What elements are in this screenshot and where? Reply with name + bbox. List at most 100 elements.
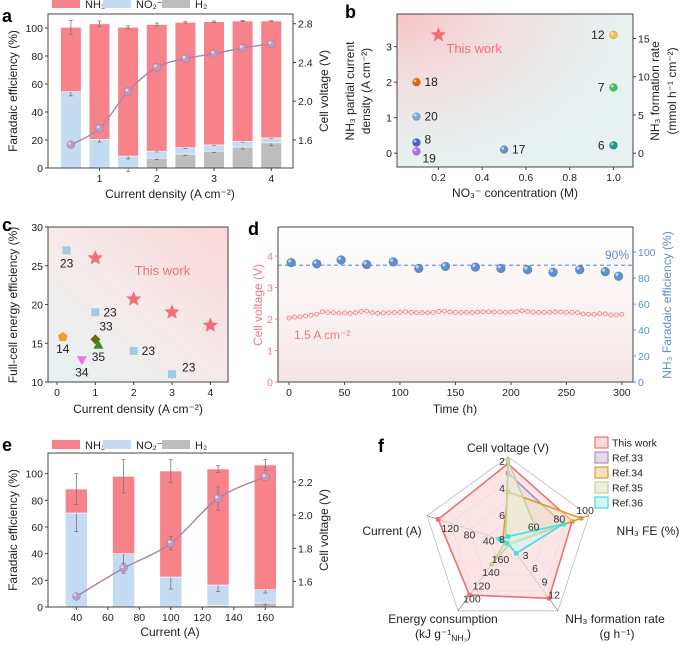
- point-label: 23: [182, 360, 196, 374]
- star-marker: [202, 317, 218, 332]
- voltage-point-highlight: [215, 495, 219, 499]
- star-marker: [164, 304, 180, 319]
- bar-segment-h2: [174, 153, 196, 169]
- voltage-point: [475, 309, 481, 315]
- bar-segment-nh3: [174, 22, 196, 149]
- y-tick-label: 100: [25, 469, 43, 481]
- radar-legend-swatch: [594, 466, 609, 479]
- radar-tick-label: 80: [554, 513, 566, 525]
- voltage-point-highlight: [73, 593, 77, 597]
- radar-legend-label: Ref.33: [612, 453, 643, 465]
- point-label: 23: [103, 305, 117, 319]
- radar-tick-label: 9: [542, 576, 548, 588]
- panel-label: d: [248, 219, 259, 239]
- legend-label: NO₂⁻: [136, 440, 163, 452]
- voltage-point: [580, 311, 586, 317]
- x-tick-label: 200: [502, 387, 520, 399]
- radar-legend-label: Ref.35: [612, 483, 643, 495]
- fe-point: [336, 255, 346, 265]
- y-tick-label: 0: [37, 602, 43, 614]
- reference-point: [412, 147, 421, 156]
- voltage-point: [525, 309, 530, 314]
- voltage-point: [541, 309, 547, 315]
- legend-label: H₂: [195, 440, 207, 452]
- square-marker: [129, 347, 138, 355]
- x-tick-label: 100: [162, 612, 180, 624]
- legend-swatch: [103, 0, 131, 8]
- y-tick-label: 60: [31, 79, 43, 91]
- voltage-point: [491, 309, 497, 315]
- voltage-point: [486, 309, 492, 315]
- fe-point-highlight: [524, 266, 528, 270]
- voltage-point: [66, 140, 76, 150]
- y-axis-label: Cell voltage (V): [251, 264, 265, 346]
- radar-tick-label: 2: [499, 456, 505, 468]
- radar-legend-swatch: [594, 451, 609, 464]
- point-label: 23: [142, 344, 156, 358]
- radar-tick-label: 8: [499, 534, 505, 546]
- y2-axis-label: (mmol h⁻¹ cm⁻²): [665, 47, 679, 134]
- voltage-point: [586, 311, 592, 317]
- y2-tick-label: 1.8: [298, 543, 313, 555]
- y-tick-label: 1: [267, 345, 273, 357]
- y2-tick-label: 1.6: [298, 135, 313, 147]
- x-axis-label: Time (h): [433, 402, 477, 416]
- current-density-label: 1.5 A cm⁻²: [294, 328, 350, 342]
- y2-axis-label: Cell voltage (V): [317, 489, 331, 571]
- radar-legend-swatch: [594, 436, 609, 449]
- x-tick-label: 3: [169, 387, 175, 399]
- y-axis-label: NH₃ partial current: [343, 41, 357, 141]
- voltage-point-highlight: [96, 125, 100, 129]
- y-tick-label: 40: [31, 107, 43, 119]
- voltage-point-highlight: [68, 141, 71, 145]
- x-tick-label: 120: [194, 612, 212, 624]
- y-tick-label: 20: [31, 135, 43, 147]
- y-tick-label: 60: [31, 522, 43, 534]
- voltage-point: [436, 309, 442, 314]
- voltage-point-highlight: [262, 474, 266, 477]
- bar-segment-nh3: [88, 23, 111, 140]
- square-marker: [62, 246, 71, 255]
- radar-point: [505, 534, 511, 539]
- voltage-point: [95, 124, 104, 133]
- radar-point: [489, 562, 495, 567]
- x-tick-label: 80: [133, 612, 145, 624]
- point-label: 8: [424, 133, 431, 147]
- bar-segment-h2: [260, 142, 282, 169]
- x-tick-label: 0.4: [475, 172, 490, 184]
- y2-tick-label: 0: [638, 377, 644, 389]
- y-tick-label: 20: [31, 575, 43, 587]
- x-axis-label: Current density (A cm⁻²): [73, 402, 203, 416]
- fe-point: [613, 271, 624, 281]
- pentagon-marker: [58, 332, 68, 342]
- radar-legend-label: Ref.34: [612, 468, 643, 480]
- fe-point-highlight: [472, 263, 476, 268]
- radar-axis-label: NH₃ formation rate: [565, 612, 665, 626]
- fe-point: [470, 262, 481, 272]
- voltage-point: [292, 314, 297, 320]
- voltage-point: [364, 308, 370, 314]
- voltage-point: [152, 63, 162, 72]
- x-tick-label: 0.8: [562, 172, 577, 184]
- voltage-point: [238, 43, 247, 53]
- radar-point: [504, 541, 510, 546]
- voltage-point: [330, 310, 336, 316]
- x-tick-label: 160: [257, 612, 275, 624]
- voltage-point: [575, 310, 580, 316]
- point-label: 34: [75, 365, 89, 379]
- radar-point: [467, 592, 472, 598]
- x-tick-label: 3: [211, 173, 217, 185]
- y2-tick-label: 60: [638, 299, 650, 311]
- x-axis-label: Current (A): [140, 625, 199, 639]
- bar-segment-nh3: [260, 20, 282, 139]
- x-tick-label: 40: [70, 612, 82, 624]
- point-label: 18: [424, 75, 438, 89]
- voltage-point: [72, 592, 81, 601]
- y2-axis-label: NH₃ Faradaic efficiency (%): [660, 231, 674, 378]
- voltage-point: [266, 39, 276, 49]
- bar-segment-nh3: [206, 468, 230, 586]
- reference-point-highlight: [413, 113, 417, 117]
- reference-point: [412, 112, 421, 121]
- reference-point: [499, 145, 509, 154]
- y-tick-label: 2: [386, 77, 392, 89]
